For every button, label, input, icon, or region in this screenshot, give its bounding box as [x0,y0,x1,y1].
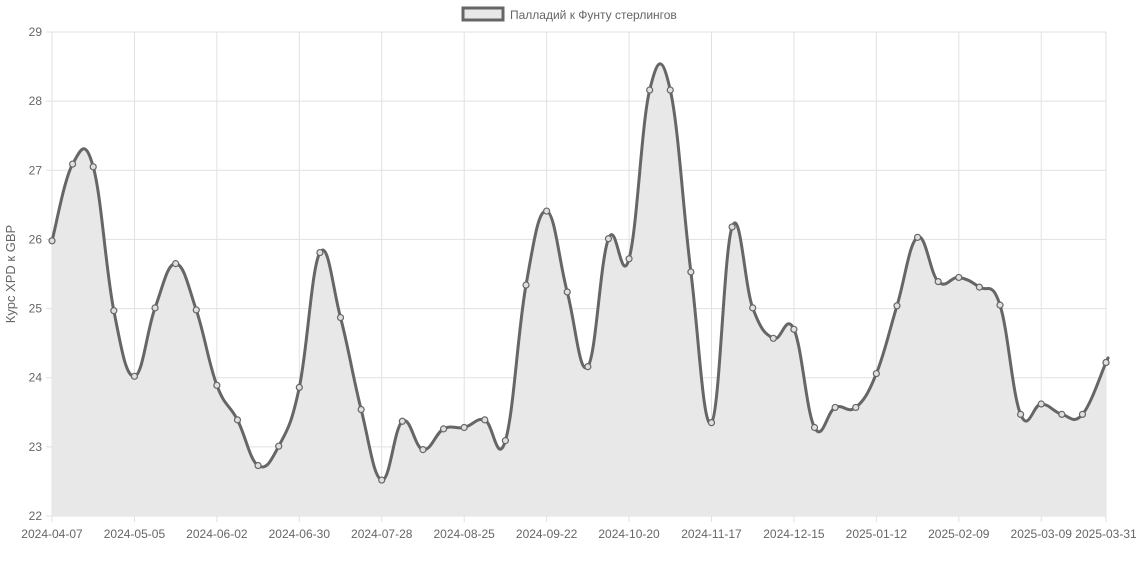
x-tick-label: 2024-12-15 [763,527,825,541]
data-point[interactable] [522,281,530,289]
legend[interactable]: Палладий к Фунту стерлингов [461,6,677,22]
data-point[interactable] [543,207,551,215]
data-point[interactable] [872,369,880,378]
x-tick-label: 2024-06-02 [186,527,248,541]
data-point[interactable] [934,278,942,286]
data-point[interactable] [213,381,221,389]
data-point[interactable] [192,306,200,314]
data-point[interactable] [790,325,798,333]
data-point[interactable] [1102,358,1110,367]
x-tick-label: 2024-08-25 [433,527,495,541]
x-tick-label: 2025-01-12 [846,527,908,541]
data-point[interactable] [357,405,365,414]
data-point[interactable] [707,419,716,427]
data-point[interactable] [687,268,695,276]
data-point[interactable] [913,233,922,241]
x-tick-label: 2024-04-07 [21,527,83,541]
x-tick-label: 2025-03-09 [1011,527,1073,541]
data-point[interactable] [584,363,592,371]
data-point[interactable] [254,461,262,470]
y-tick-label: 25 [29,302,43,316]
data-point[interactable] [295,383,303,391]
data-point[interactable] [48,237,56,245]
data-point[interactable] [604,235,613,243]
data-point[interactable] [646,86,654,94]
x-tick-label: 2024-05-05 [104,527,166,541]
data-point[interactable] [831,403,839,412]
y-axis-label: Курс XPD к GBP [3,225,18,323]
y-tick-label: 29 [29,25,43,39]
y-tick-label: 22 [29,509,43,523]
data-point[interactable] [275,442,283,450]
data-point[interactable] [852,403,860,412]
data-point[interactable] [398,417,406,425]
data-point[interactable] [501,437,509,445]
data-point[interactable] [996,301,1004,309]
x-tick-label: 2025-03-31 [1075,527,1137,541]
y-tick-label: 27 [29,163,43,177]
data-point[interactable] [1017,410,1025,418]
data-point[interactable] [975,283,984,291]
data-point[interactable] [151,304,159,312]
data-point[interactable] [316,248,324,257]
data-point[interactable] [460,423,468,432]
data-point[interactable] [563,288,571,296]
x-tick-label: 2024-09-22 [516,527,578,541]
x-tick-label: 2024-11-17 [681,527,742,541]
point-layer [48,86,1110,484]
data-point[interactable] [666,86,674,94]
data-point[interactable] [172,260,180,268]
data-point[interactable] [89,163,97,171]
data-point[interactable] [749,304,757,312]
x-tick-label: 2024-07-28 [351,527,413,541]
y-tick-label: 24 [29,371,43,385]
data-point[interactable] [130,372,139,380]
data-point[interactable] [69,160,77,168]
data-point[interactable] [893,302,901,310]
data-point[interactable] [728,223,736,231]
y-tick-label: 23 [29,440,43,454]
y-axis: 22 23 24 25 26 27 28 29 [29,25,43,523]
data-point[interactable] [378,476,386,484]
legend-label: Палладий к Фунту стерлингов [510,8,677,22]
data-point[interactable] [625,255,633,263]
data-point[interactable] [769,334,777,342]
data-point[interactable] [1078,410,1087,418]
data-point[interactable] [1037,400,1045,408]
data-point[interactable] [481,416,489,424]
x-tick-label: 2024-10-20 [598,527,660,541]
x-tick-label: 2025-02-09 [928,527,990,541]
data-point[interactable] [336,313,345,322]
data-point[interactable] [955,273,963,282]
data-point[interactable] [110,307,118,315]
area-layer [52,63,1109,516]
x-axis: 2024-04-07 2024-05-05 2024-06-02 2024-06-30… [21,527,1137,541]
data-point[interactable] [233,416,242,424]
x-tick-label: 2024-06-30 [269,527,331,541]
series-area [52,63,1109,516]
data-point[interactable] [419,446,427,454]
y-tick-label: 28 [29,94,43,108]
legend-swatch [461,6,505,22]
data-point[interactable] [439,425,448,433]
data-point[interactable] [1058,410,1066,418]
y-tick-label: 26 [29,232,43,246]
data-point[interactable] [810,423,819,432]
